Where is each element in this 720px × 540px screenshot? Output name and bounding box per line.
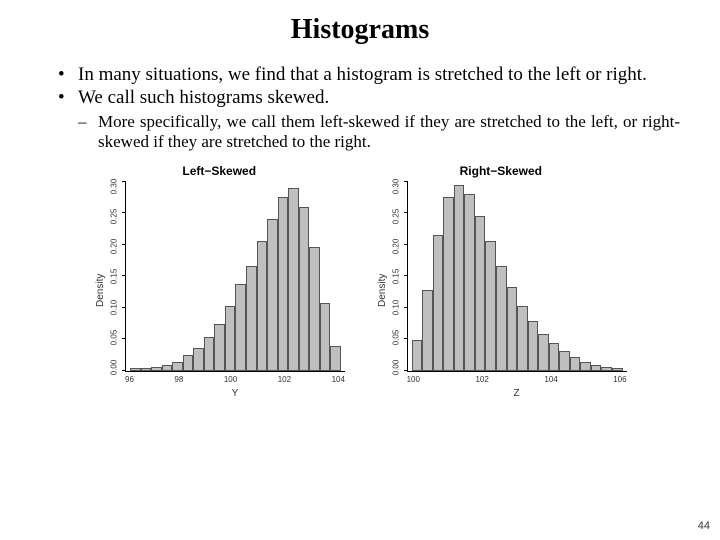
histogram-bar [464,194,475,371]
chart-right-title: Right−Skewed [375,164,627,178]
histogram-bar [130,368,141,370]
chart-left-skewed: Left−Skewed Density 0.30 0.25 0.20 0.15 0.10… [93,164,345,399]
histogram-bar [422,290,433,371]
histogram-bar [278,197,289,371]
xtick-label: 100 [224,375,237,384]
chart-right-xlabel: Z [407,384,627,399]
histogram-bar [443,197,454,371]
histogram-bar [214,324,225,371]
histogram-bar [299,207,310,371]
ytick-label: 0.10 [391,299,400,315]
chart-right-skewed: Right−Skewed Density 0.30 0.25 0.20 0.15 0.1… [375,164,627,399]
histogram-bar [580,362,591,371]
ytick-label: 0.05 [391,329,400,345]
xtick-label: 98 [174,375,183,384]
ytick-label: 0.30 [391,179,400,195]
histogram-bar [225,306,236,371]
histogram-bar [172,362,183,371]
ytick-label: 0.30 [110,179,119,195]
xtick-label: 106 [613,375,626,384]
histogram-bar [612,368,623,370]
histogram-bar [454,185,465,371]
page-title: Histograms [0,0,720,64]
chart-left-xaxis: 96 98 100 102 104 [125,372,345,384]
ytick-label: 0.25 [110,209,119,225]
xtick-label: 102 [475,375,488,384]
xtick-label: 100 [407,375,420,384]
chart-right-ylabel: Density [375,182,388,399]
histogram-bar [412,340,423,371]
histogram-bar [433,235,444,371]
ytick-label: 0.20 [110,239,119,255]
charts-row: Left−Skewed Density 0.30 0.25 0.20 0.15 0.10… [0,164,720,399]
histogram-bar [330,346,341,371]
ytick-label: 0.20 [391,239,400,255]
histogram-bar [246,266,257,371]
histogram-bar [549,343,560,371]
histogram-bar [485,241,496,371]
histogram-bar [517,306,528,371]
ytick-label: 0.05 [110,329,119,345]
chart-left-title: Left−Skewed [93,164,345,178]
histogram-bar [559,351,570,371]
histogram-bar [601,367,612,371]
histogram-bar [496,266,507,371]
histogram-bar [267,219,278,371]
histogram-bar [257,241,268,371]
chart-left-yaxis: 0.300.250.200.150.100.050.00 [106,182,125,372]
histogram-bar [193,348,204,371]
histogram-bar [288,188,299,371]
chart-left-xlabel: Y [125,384,345,399]
xtick-label: 96 [125,375,134,384]
chart-left-plot [125,182,345,372]
ytick-label: 0.15 [391,269,400,285]
bullet-2-text: We call such histograms skewed. [78,87,329,108]
xtick-label: 104 [544,375,557,384]
ytick-label: 0.00 [391,360,400,376]
histogram-bar [162,365,173,371]
page-number: 44 [698,520,710,532]
bullet-1: In many situations, we find that a histo… [58,64,680,86]
histogram-bar [151,367,162,371]
bullet-2: We call such histograms skewed. More spe… [58,87,680,152]
histogram-bar [570,357,581,371]
chart-right-plot [407,182,627,372]
sub-bullet-1: More specifically, we call them left-ske… [78,112,680,152]
histogram-bar [309,247,320,371]
histogram-bar [528,321,539,371]
histogram-bar [507,287,518,371]
xtick-label: 102 [278,375,291,384]
histogram-bar [320,303,331,371]
histogram-bar [183,355,194,371]
histogram-bar [591,365,602,371]
xtick-label: 104 [332,375,345,384]
histogram-bar [141,368,152,371]
ytick-label: 0.15 [110,269,119,285]
chart-left-ylabel: Density [93,182,106,399]
histogram-bar [204,337,215,371]
ytick-label: 0.25 [391,209,400,225]
chart-right-yaxis: 0.300.250.200.150.100.050.00 [388,182,407,372]
chart-right-xaxis: 100 102 104 106 [407,372,627,384]
histogram-bar [538,334,549,371]
histogram-bar [235,284,246,371]
ytick-label: 0.00 [110,360,119,376]
body-text: In many situations, we find that a histo… [0,64,720,152]
ytick-label: 0.10 [110,299,119,315]
histogram-bar [475,216,486,371]
